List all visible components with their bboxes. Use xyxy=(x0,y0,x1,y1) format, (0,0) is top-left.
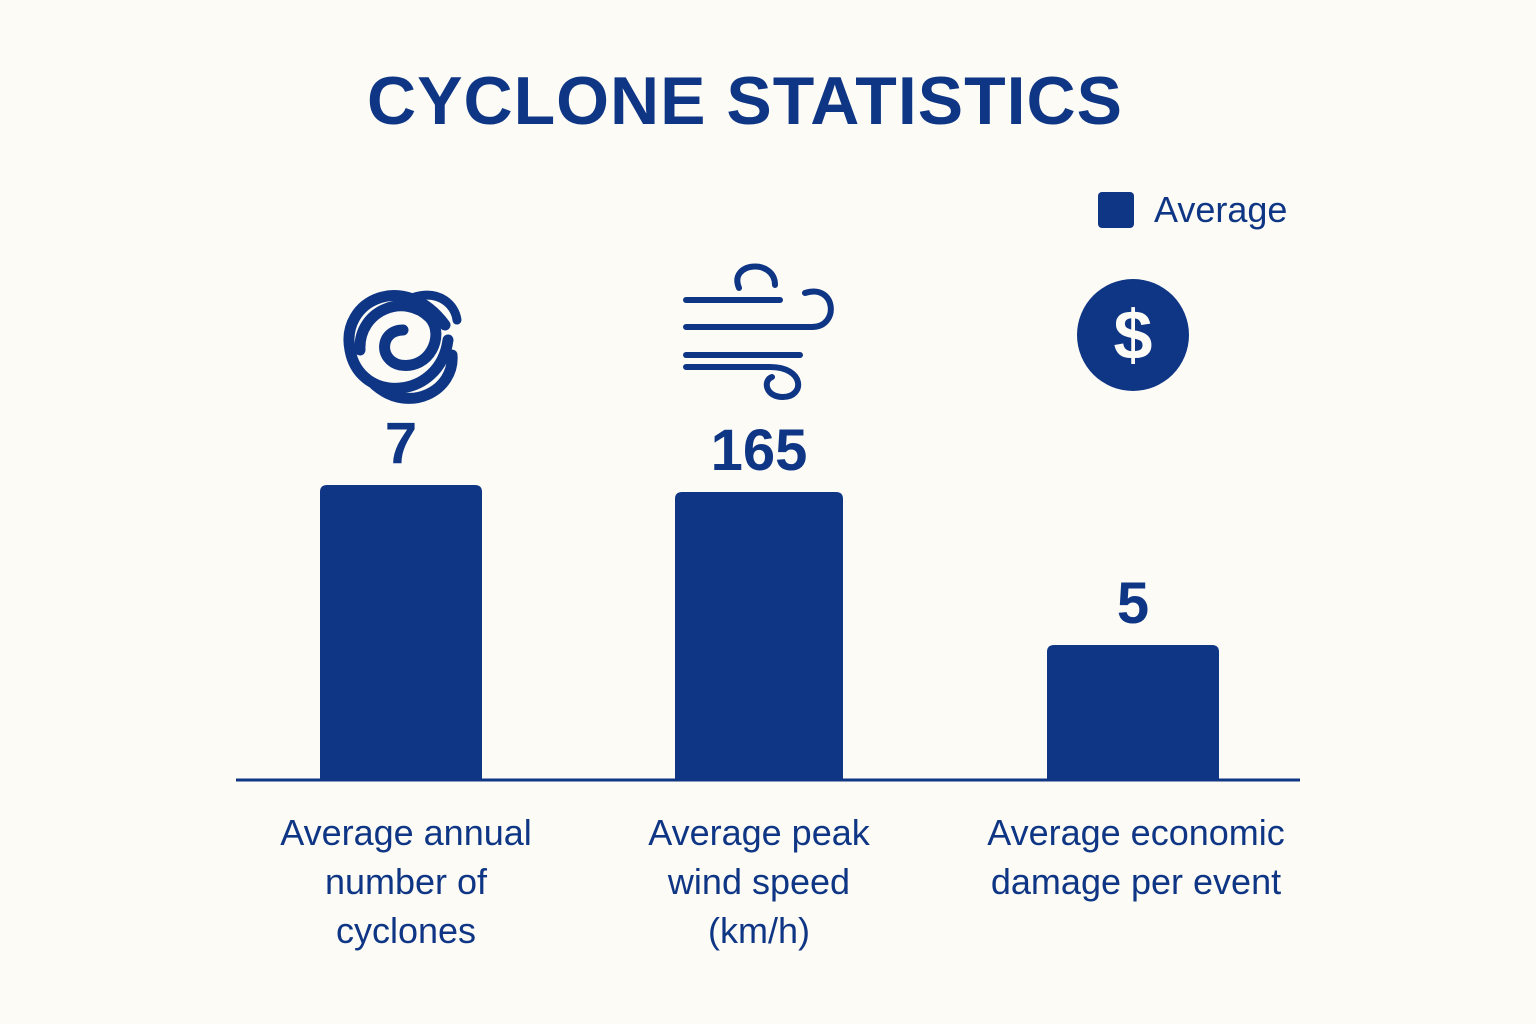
bar-economic-damage xyxy=(1047,645,1219,780)
value-label-economic-damage: 5 xyxy=(1117,571,1149,636)
bar-peak-wind-speed xyxy=(675,492,843,780)
value-labels: 7 165 5 xyxy=(385,411,1149,636)
chart-title: CYCLONE STATISTICS xyxy=(367,63,1123,139)
legend-label-average: Average xyxy=(1154,189,1288,230)
value-label-peak-wind-speed: 165 xyxy=(711,418,808,483)
legend-swatch-average xyxy=(1098,192,1134,228)
category-label-annual-cyclones: Average annual number of cyclones xyxy=(280,812,532,951)
wind-icon xyxy=(683,263,834,401)
category-label-economic-damage: Average economic damage per event xyxy=(987,812,1285,902)
svg-text:$: $ xyxy=(1114,296,1153,374)
dollar-coin-icon: $ xyxy=(1077,279,1189,391)
category-label-peak-wind-speed: Average peak wind speed (km/h) xyxy=(648,812,870,951)
bars xyxy=(320,485,1219,780)
value-label-annual-cyclones: 7 xyxy=(385,411,417,476)
cyclone-spiral-icon xyxy=(343,290,462,404)
legend: Average xyxy=(1098,189,1288,230)
bar-annual-cyclones xyxy=(320,485,482,780)
